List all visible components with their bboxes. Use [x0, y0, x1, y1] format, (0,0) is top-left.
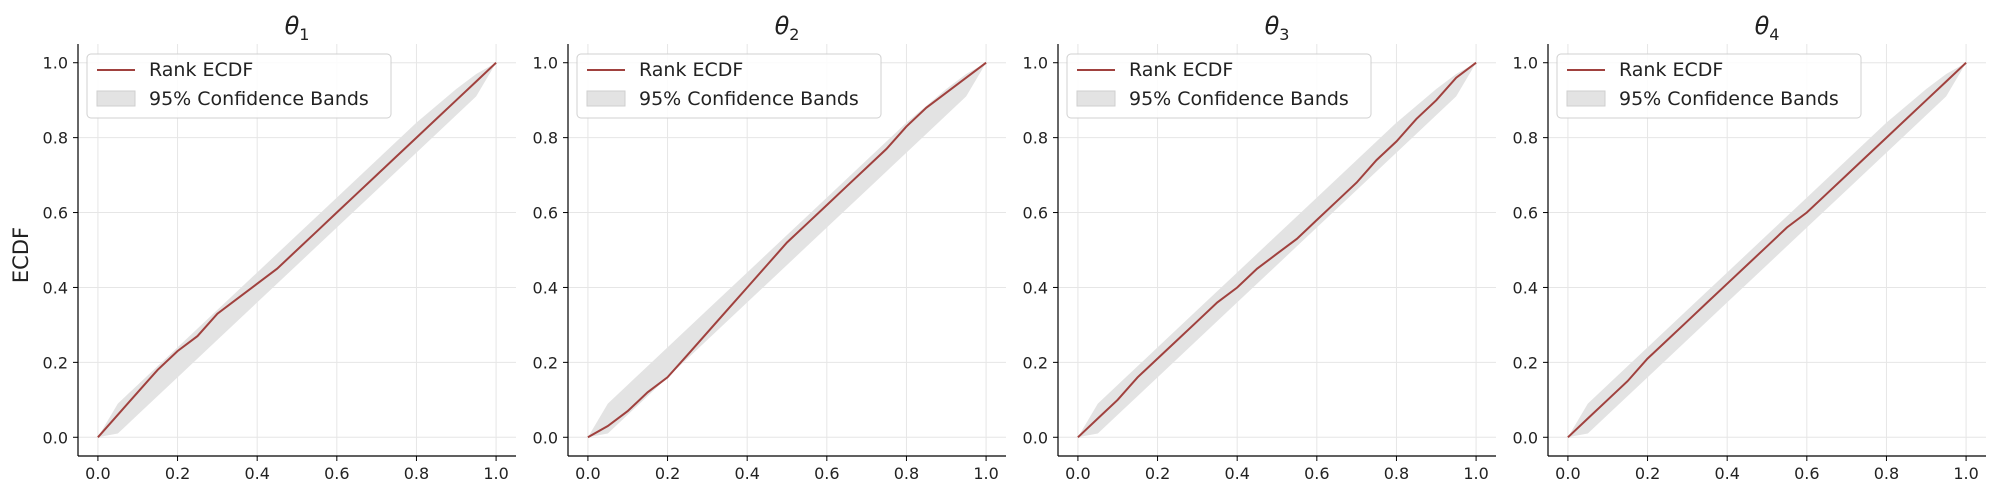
panel-theta-4: 0.0 0.2 0.4 0.6 0.8 1.0 0.0 0.2 0.4 0.6 0.8 1.0 θ4 Ra…	[1513, 12, 1986, 483]
legend-band-label: 95% Confidence Bands	[1129, 88, 1349, 110]
legend-ecdf-label: Rank ECDF	[639, 59, 743, 81]
x-tick-label: 1.0	[1463, 464, 1488, 483]
x-tick-label: 0.0	[575, 464, 600, 483]
y-tick-label: 0.4	[1513, 278, 1538, 297]
x-tick-label: 0.4	[1224, 464, 1249, 483]
x-tick-label: 0.8	[894, 464, 919, 483]
y-tick-label: 0.2	[1023, 353, 1048, 372]
y-tick-label: 0.2	[1513, 353, 1538, 372]
x-tick-label: 0.6	[814, 464, 839, 483]
x-tick-label: 0.2	[165, 464, 190, 483]
x-tick-label: 0.2	[1635, 464, 1660, 483]
rank-ecdf-line	[1567, 61, 1967, 439]
x-tick-label: 0.0	[85, 464, 110, 483]
confidence-band	[587, 62, 987, 438]
legend-ecdf-label: Rank ECDF	[149, 59, 253, 81]
legend-box	[1556, 53, 1862, 119]
x-tick-label: 0.4	[244, 464, 269, 483]
x-tick-label: 0.8	[404, 464, 429, 483]
legend: Rank ECDF 95% Confidence Bands	[86, 53, 392, 119]
x-tick-label: 1.0	[973, 464, 998, 483]
y-tick-label: 1.0	[1513, 54, 1538, 73]
y-tick-label: 0.0	[43, 428, 68, 447]
legend-ecdf-label: Rank ECDF	[1129, 59, 1233, 81]
legend: Rank ECDF 95% Confidence Bands	[576, 53, 882, 119]
y-tick-label: 0.6	[533, 204, 558, 223]
y-tick-label: 1.0	[43, 54, 68, 73]
y-tick-label: 0.4	[1023, 278, 1048, 297]
title-subscript: 2	[789, 25, 799, 44]
legend-box	[86, 53, 392, 119]
legend-band-swatch	[1076, 90, 1116, 107]
y-tick-label: 0.4	[43, 278, 68, 297]
y-tick-label: 1.0	[533, 54, 558, 73]
x-tick-label: 0.2	[1145, 464, 1170, 483]
title-subscript: 3	[1279, 25, 1289, 44]
panel-title: θ2	[775, 12, 800, 44]
legend-band-swatch	[586, 90, 626, 107]
y-tick-label: 0.4	[533, 278, 558, 297]
rank-ecdf-line	[97, 61, 497, 438]
y-tick-label: 1.0	[1023, 54, 1048, 73]
legend-band-label: 95% Confidence Bands	[639, 88, 859, 110]
legend-ecdf-label: Rank ECDF	[1619, 59, 1723, 81]
title-symbol: θ	[285, 12, 300, 40]
figure-ylabel: ECDF	[9, 227, 33, 283]
x-tick-label: 0.4	[734, 464, 759, 483]
title-symbol: θ	[1265, 12, 1280, 40]
title-symbol: θ	[775, 12, 790, 40]
x-tick-label: 0.6	[324, 464, 349, 483]
x-tick-label: 0.0	[1555, 464, 1580, 483]
y-tick-label: 0.2	[43, 353, 68, 372]
y-tick-label: 0.0	[533, 428, 558, 447]
legend-band-label: 95% Confidence Bands	[1619, 88, 1839, 110]
panel-title: θ3	[1265, 12, 1290, 44]
panels-container: 0.0 0.2 0.4 0.6 0.8 1.00.00.20.40.60.81.0θ1Ra…	[43, 12, 1986, 483]
legend-band-label: 95% Confidence Bands	[149, 88, 369, 110]
legend-box	[1066, 53, 1372, 119]
y-tick-label: 0.0	[1023, 428, 1048, 447]
y-tick-label: 0.8	[43, 129, 68, 148]
title-subscript: 4	[1769, 25, 1779, 44]
x-tick-label: 0.0	[1065, 464, 1090, 483]
legend: Rank ECDF 95% Confidence Bands	[1066, 53, 1372, 119]
y-tick-label: 0.6	[43, 204, 68, 223]
y-tick-label: 0.2	[533, 353, 558, 372]
panel-theta-3: 0.0 0.2 0.4 0.6 0.8 1.0 0.0 0.2 0.4 0.6 0.8 1.0 θ3 Ra…	[1023, 12, 1496, 483]
title-symbol: θ	[1755, 12, 1770, 40]
y-tick-label: 0.6	[1513, 204, 1538, 223]
x-tick-label: 0.6	[1794, 464, 1819, 483]
x-tick-label: 0.6	[1304, 464, 1329, 483]
panel-title: θ1	[285, 12, 310, 44]
x-tick-label: 0.2	[655, 464, 680, 483]
legend-band-swatch	[1566, 90, 1606, 107]
panel-title: θ4	[1755, 12, 1780, 44]
legend-band-swatch	[96, 90, 136, 107]
y-tick-label: 0.8	[533, 129, 558, 148]
x-tick-label: 1.0	[1953, 464, 1978, 483]
x-tick-label: 0.4	[1714, 464, 1739, 483]
x-tick-label: 0.8	[1874, 464, 1899, 483]
legend: Rank ECDF 95% Confidence Bands	[1556, 53, 1862, 119]
legend-box	[576, 53, 882, 119]
x-tick-label: 1.0	[483, 464, 508, 483]
rank-ecdf-line	[1077, 61, 1477, 439]
panel-theta-1: 0.0 0.2 0.4 0.6 0.8 1.0 0.0 0.2 0.4 0.6 0.8 1.0 θ1 Ra…	[43, 12, 516, 483]
y-tick-label: 0.8	[1023, 129, 1048, 148]
y-tick-label: 0.0	[1513, 428, 1538, 447]
title-subscript: 1	[299, 25, 309, 44]
panel-theta-2: 0.0 0.2 0.4 0.6 0.8 1.0 0.0 0.2 0.4 0.6 0.8 1.0 θ2 Ra…	[533, 12, 1006, 483]
confidence-band	[1077, 62, 1477, 438]
y-tick-label: 0.6	[1023, 204, 1048, 223]
rank-ecdf-line	[587, 61, 987, 439]
x-tick-label: 0.8	[1384, 464, 1409, 483]
y-tick-label: 0.8	[1513, 129, 1538, 148]
